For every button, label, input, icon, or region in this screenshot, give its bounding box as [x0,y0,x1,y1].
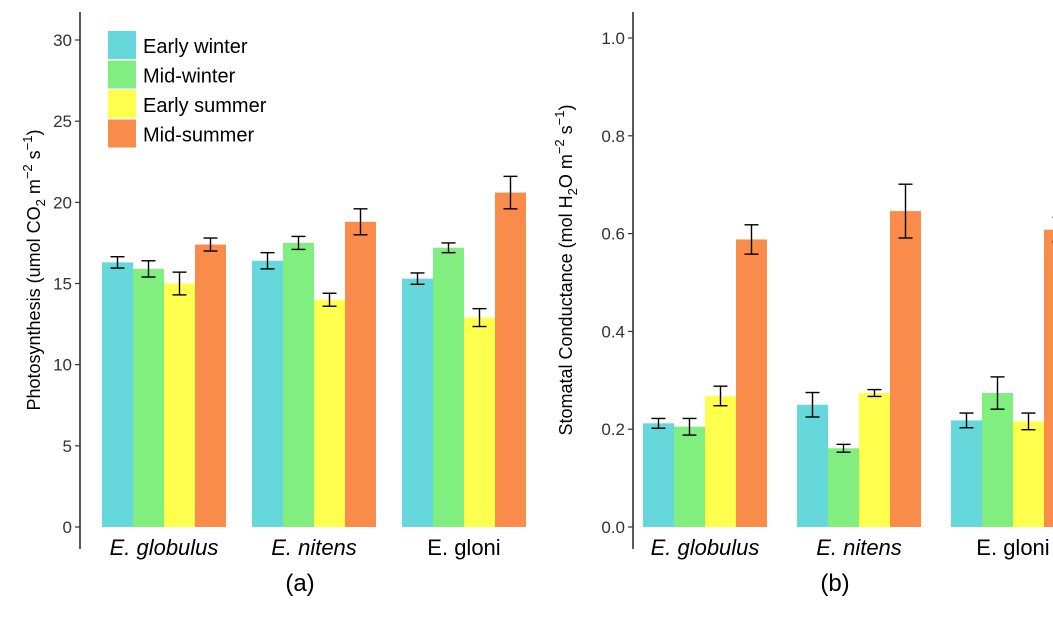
panel-label: (a) [285,570,314,597]
bar-e-gloni-mid-summer [1044,230,1053,527]
bar-e-globulus-early-winter [102,262,133,527]
y-tick-label: 15 [53,275,72,294]
bar-e-nitens-mid-summer [345,222,376,527]
legend-swatch-mid-winter [108,61,136,89]
bar-e-nitens-early-summer [314,300,345,527]
panel-a-photosynthesis-chart: 0 5 10 15 20 25 30 Photosynthesis (umol CO2 m−2… [20,12,526,597]
y-tick-label: 30 [53,31,72,50]
y-axis-title: Photosynthesis (umol CO2 m−2 s−1) [20,130,48,411]
bar-e-nitens-mid-winter [828,448,859,527]
bar-e-nitens-early-winter [797,405,828,527]
x-category-label: E. gloni [976,535,1049,560]
bar-e-globulus-mid-winter [133,269,164,527]
bar-e-nitens-mid-winter [283,243,314,527]
bar-e-globulus-mid-summer [736,239,767,527]
legend-swatch-early-summer [108,90,136,118]
y-tick-label: 0.6 [601,225,625,244]
y-tick-label: 10 [53,356,72,375]
legend-swatch-early-winter [108,31,136,59]
y-tick-label: 1.0 [601,29,625,48]
y-tick-label: 0.8 [601,127,625,146]
x-category-label: E. globulus [651,535,760,560]
bar-e-gloni-early-summer [464,318,495,527]
bar-e-globulus-early-summer [164,284,195,528]
y-axis-title: Stomatal Conductance (mol H2O m−2 s−1) [552,104,580,435]
legend: Early winter Mid-winter Early summer Mid-su… [108,31,267,148]
y-tick-label: 0 [63,518,72,537]
bar-e-globulus-early-winter [643,423,674,527]
bar-e-gloni-mid-winter [433,248,464,527]
x-category-label: E. globulus [110,535,219,560]
bar-e-nitens-early-winter [252,261,283,527]
bar-e-globulus-early-summer [705,396,736,527]
bar-e-gloni-early-summer [1013,421,1044,527]
y-tick-label: 0.4 [601,322,625,341]
bar-e-gloni-early-winter [951,420,982,527]
x-category-label: E. gloni [427,535,500,560]
x-category-label: E. nitens [271,535,357,560]
y-tick-label: 5 [63,437,72,456]
bar-e-gloni-mid-winter [982,393,1013,527]
legend-label-mid-winter: Mid-winter [143,66,236,88]
legend-label-early-winter: Early winter [143,36,248,58]
bar-e-gloni-mid-summer [495,193,526,527]
bar-e-gloni-early-winter [402,279,433,527]
y-tick-label: 25 [53,112,72,131]
legend-label-mid-summer: Mid-summer [143,125,254,147]
y-tick-label: 20 [53,193,72,212]
panel-label: (b) [820,570,849,597]
bar-e-globulus-mid-summer [195,245,226,527]
bar-e-nitens-early-summer [859,393,890,527]
bar-e-globulus-mid-winter [674,427,705,527]
panel-b-stomatal-conductance-chart: 0.0 0.2 0.4 0.6 0.8 1.0 Stomatal Conductance (… [552,12,1053,597]
x-category-label: E. nitens [816,535,902,560]
y-tick-label: 0.2 [601,420,625,439]
legend-label-early-summer: Early summer [143,95,267,117]
y-tick-label: 0.0 [601,518,625,537]
bar-e-nitens-mid-summer [890,211,921,527]
legend-swatch-mid-summer [108,120,136,148]
